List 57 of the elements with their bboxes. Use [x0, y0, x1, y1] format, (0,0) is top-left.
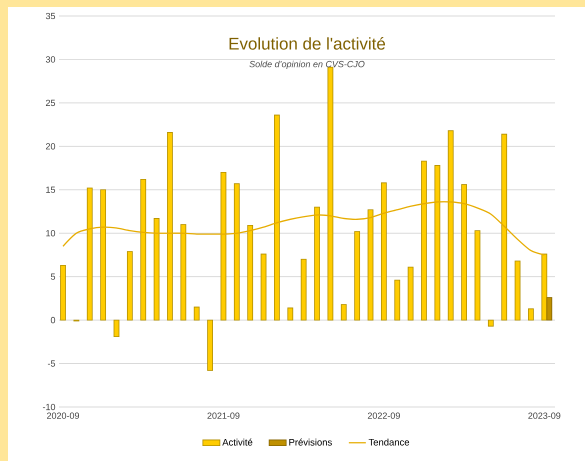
bar	[287, 308, 294, 321]
bar	[247, 225, 254, 321]
bar	[207, 320, 213, 371]
bar	[220, 172, 226, 321]
y-tick-label: 35	[46, 12, 56, 20]
bar	[194, 306, 200, 321]
bar	[328, 66, 334, 321]
bar	[234, 183, 240, 321]
legend-label: Prévisions	[289, 438, 332, 446]
bar	[461, 184, 467, 321]
legend-label: Activité	[222, 438, 252, 446]
bar	[154, 218, 160, 321]
text: Evolution de l'activité	[230, 37, 386, 50]
bar	[394, 280, 400, 321]
bar	[167, 132, 173, 321]
bar	[126, 251, 133, 321]
bar	[408, 266, 414, 321]
y-tick-label: 10	[46, 230, 56, 236]
x-tick-label: 2020-09	[47, 412, 80, 419]
x-tick-label: 2021-09	[207, 412, 240, 419]
bar	[528, 308, 534, 321]
bar	[514, 260, 520, 321]
bar	[100, 189, 106, 321]
bar	[546, 297, 552, 321]
y-tick-label: 30	[46, 56, 56, 63]
legend-label: Tendance	[368, 438, 410, 446]
bar	[368, 209, 374, 321]
bar	[260, 254, 266, 321]
bar	[421, 160, 427, 321]
y-tick-label: -5	[48, 360, 56, 367]
line-series	[62, 201, 545, 256]
bar	[501, 134, 508, 321]
bar	[541, 254, 548, 321]
x-tick-label: 2022-09	[368, 412, 400, 419]
y-tick-label: 25	[46, 100, 56, 106]
y-tick-label: 5	[50, 274, 56, 280]
y-tick-label: -10	[42, 404, 56, 410]
bar	[488, 320, 494, 327]
bar	[140, 178, 146, 321]
bar	[86, 188, 93, 321]
y-tick-label: 0	[50, 316, 56, 324]
y-tick-label: 20	[46, 143, 56, 150]
bar	[474, 230, 480, 321]
y-tick-label: 15	[46, 186, 56, 193]
bar	[340, 304, 347, 321]
bar	[180, 224, 186, 321]
bar	[274, 114, 280, 321]
bar	[114, 320, 120, 338]
bar	[380, 182, 387, 321]
x-tick-label: 2023-09	[528, 412, 560, 419]
bar	[434, 165, 440, 321]
bar	[314, 206, 320, 321]
bar	[60, 264, 66, 321]
text: Solde d’opinion en CVS-CJO	[249, 60, 365, 70]
bar	[354, 231, 360, 321]
bar	[300, 258, 307, 321]
bar	[448, 130, 454, 321]
